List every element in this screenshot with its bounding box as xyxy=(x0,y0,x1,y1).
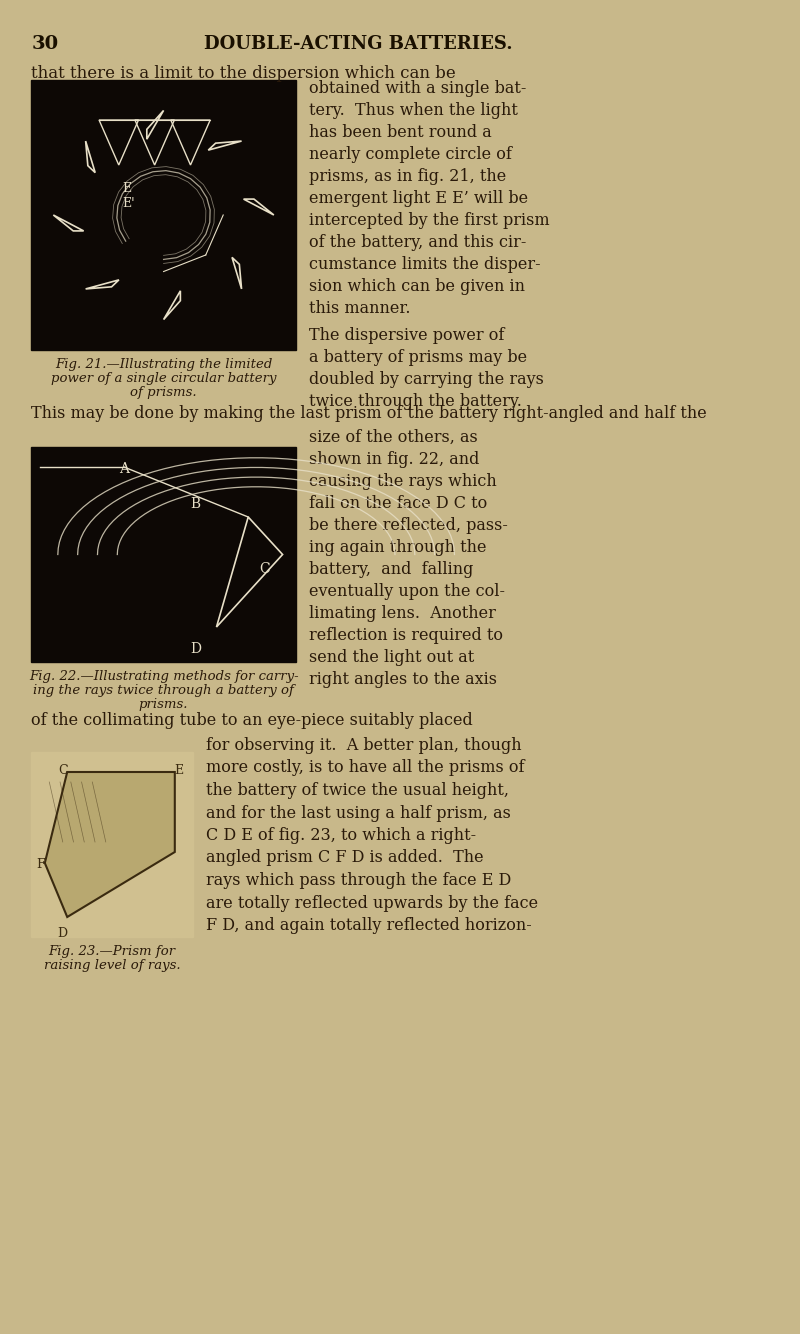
Text: that there is a limit to the dispersion which can be: that there is a limit to the dispersion … xyxy=(31,65,456,81)
Text: of the battery, and this cir-: of the battery, and this cir- xyxy=(310,233,526,251)
Text: this manner.: this manner. xyxy=(310,300,410,317)
Text: Fig. 22.—Illustrating methods for carry-: Fig. 22.—Illustrating methods for carry- xyxy=(29,670,298,683)
Text: twice through the battery.: twice through the battery. xyxy=(310,394,522,410)
Text: right angles to the axis: right angles to the axis xyxy=(310,671,498,688)
Text: prisms, as in fig. 21, the: prisms, as in fig. 21, the xyxy=(310,168,506,185)
Text: limating lens.  Another: limating lens. Another xyxy=(310,606,496,622)
Text: C: C xyxy=(58,764,67,776)
Text: nearly complete circle of: nearly complete circle of xyxy=(310,145,512,163)
Text: obtained with a single bat-: obtained with a single bat- xyxy=(310,80,526,97)
Text: D: D xyxy=(190,642,201,656)
Text: C: C xyxy=(258,562,270,576)
Text: tery.  Thus when the light: tery. Thus when the light xyxy=(310,101,518,119)
Text: shown in fig. 22, and: shown in fig. 22, and xyxy=(310,451,480,468)
Text: cumstance limits the disper-: cumstance limits the disper- xyxy=(310,256,541,273)
Text: This may be done by making the last prism of the battery right-angled and half t: This may be done by making the last pris… xyxy=(31,406,707,422)
Text: F: F xyxy=(36,858,45,871)
Text: angled prism C F D is added.  The: angled prism C F D is added. The xyxy=(206,850,484,867)
Text: are totally reflected upwards by the face: are totally reflected upwards by the fac… xyxy=(206,895,538,911)
Text: reflection is required to: reflection is required to xyxy=(310,627,503,644)
Text: and for the last using a half prism, as: and for the last using a half prism, as xyxy=(206,804,511,822)
Text: fall on the face D C to: fall on the face D C to xyxy=(310,495,487,512)
Text: E: E xyxy=(174,764,184,776)
Text: E': E' xyxy=(122,197,135,211)
Text: eventually upon the col-: eventually upon the col- xyxy=(310,583,506,600)
Text: E: E xyxy=(122,183,131,195)
Text: has been bent round a: has been bent round a xyxy=(310,124,492,141)
Text: more costly, is to have all the prisms of: more costly, is to have all the prisms o… xyxy=(206,759,525,776)
Text: A: A xyxy=(119,462,129,476)
Text: Fig. 21.—Illustrating the limited: Fig. 21.—Illustrating the limited xyxy=(55,358,272,371)
Text: emergent light E E’ will be: emergent light E E’ will be xyxy=(310,189,528,207)
Text: 30: 30 xyxy=(31,35,58,53)
Text: size of the others, as: size of the others, as xyxy=(310,430,478,446)
Text: rays which pass through the face E D: rays which pass through the face E D xyxy=(206,872,511,888)
Text: doubled by carrying the rays: doubled by carrying the rays xyxy=(310,371,544,388)
Text: F D, and again totally reflected horizon-: F D, and again totally reflected horizon… xyxy=(206,916,532,934)
Text: Fig. 23.—Prism for: Fig. 23.—Prism for xyxy=(49,944,176,958)
Text: ing again through the: ing again through the xyxy=(310,539,486,556)
Text: C D E of fig. 23, to which a right-: C D E of fig. 23, to which a right- xyxy=(206,827,476,844)
Text: prisms.: prisms. xyxy=(139,698,188,711)
Text: for observing it.  A better plan, though: for observing it. A better plan, though xyxy=(206,736,522,754)
Polygon shape xyxy=(45,772,174,916)
Bar xyxy=(31,80,296,350)
Text: DOUBLE-ACTING BATTERIES.: DOUBLE-ACTING BATTERIES. xyxy=(204,35,513,53)
Text: sion which can be given in: sion which can be given in xyxy=(310,277,526,295)
Text: ing the rays twice through a battery of: ing the rays twice through a battery of xyxy=(33,684,294,696)
Text: battery,  and  falling: battery, and falling xyxy=(310,562,474,578)
Text: raising level of rays.: raising level of rays. xyxy=(44,959,180,972)
Text: B: B xyxy=(190,498,200,511)
Text: causing the rays which: causing the rays which xyxy=(310,474,497,490)
Text: the battery of twice the usual height,: the battery of twice the usual height, xyxy=(206,782,509,799)
Bar xyxy=(31,752,193,936)
Text: D: D xyxy=(58,927,68,940)
Text: send the light out at: send the light out at xyxy=(310,650,474,666)
Text: The dispersive power of: The dispersive power of xyxy=(310,327,505,344)
Text: intercepted by the first prism: intercepted by the first prism xyxy=(310,212,550,229)
Bar xyxy=(31,447,296,662)
Text: power of a single circular battery: power of a single circular battery xyxy=(51,372,276,386)
Text: of prisms.: of prisms. xyxy=(130,386,197,399)
Text: of the collimating tube to an eye-piece suitably placed: of the collimating tube to an eye-piece … xyxy=(31,712,473,728)
Text: a battery of prisms may be: a battery of prisms may be xyxy=(310,350,527,366)
Text: be there reflected, pass-: be there reflected, pass- xyxy=(310,518,508,534)
